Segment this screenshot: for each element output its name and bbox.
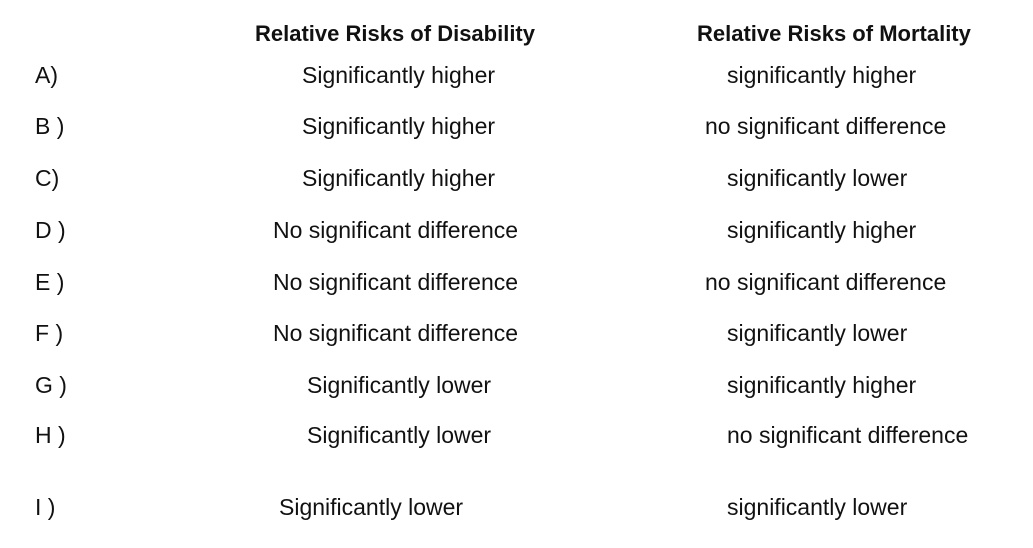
mortality-value: significantly higher [727, 62, 917, 88]
option-letter: G ) [35, 372, 67, 398]
option-row-g: G ) Significantly lower significantly hi… [0, 371, 1033, 399]
disability-value: Significantly higher [302, 62, 496, 88]
option-letter: E ) [35, 269, 65, 295]
disability-value: Significantly higher [302, 165, 496, 191]
disability-value: No significant difference [273, 269, 519, 295]
option-row-e: E ) No significant difference no signifi… [0, 268, 1033, 296]
header-mortality: Relative Risks of Mortality [697, 21, 971, 46]
option-row-c: C) Significantly higher significantly lo… [0, 164, 1033, 192]
mortality-value: no significant difference [705, 113, 947, 139]
disability-value: Significantly higher [302, 113, 496, 139]
option-row-b: B ) Significantly higher no significant … [0, 112, 1033, 140]
mortality-value: significantly lower [727, 165, 908, 191]
option-row-f: F ) No significant difference significan… [0, 319, 1033, 347]
option-letter: H ) [35, 422, 66, 448]
option-letter: I ) [35, 494, 56, 520]
mortality-value: significantly higher [727, 372, 917, 398]
disability-value: Significantly lower [307, 372, 492, 398]
disability-value: No significant difference [273, 320, 519, 346]
disability-value: No significant difference [273, 217, 519, 243]
mortality-value: significantly lower [727, 494, 908, 520]
header-disability: Relative Risks of Disability [255, 21, 535, 46]
disability-value: Significantly lower [279, 494, 464, 520]
option-row-i: I ) Significantly lower significantly lo… [0, 493, 1033, 521]
disability-value: Significantly lower [307, 422, 492, 448]
option-letter: B ) [35, 113, 65, 139]
mortality-value: no significant difference [705, 269, 947, 295]
mortality-value: no significant difference [727, 422, 969, 448]
option-row-a: A) Significantly higher significantly hi… [0, 61, 1033, 89]
option-letter: A) [35, 62, 58, 88]
option-letter: F ) [35, 320, 64, 346]
mortality-value: significantly lower [727, 320, 908, 346]
mortality-value: significantly higher [727, 217, 917, 243]
option-row-h: H ) Significantly lower no significant d… [0, 421, 1033, 449]
option-row-d: D ) No significant difference significan… [0, 216, 1033, 244]
option-letter: C) [35, 165, 60, 191]
option-letter: D ) [35, 217, 66, 243]
